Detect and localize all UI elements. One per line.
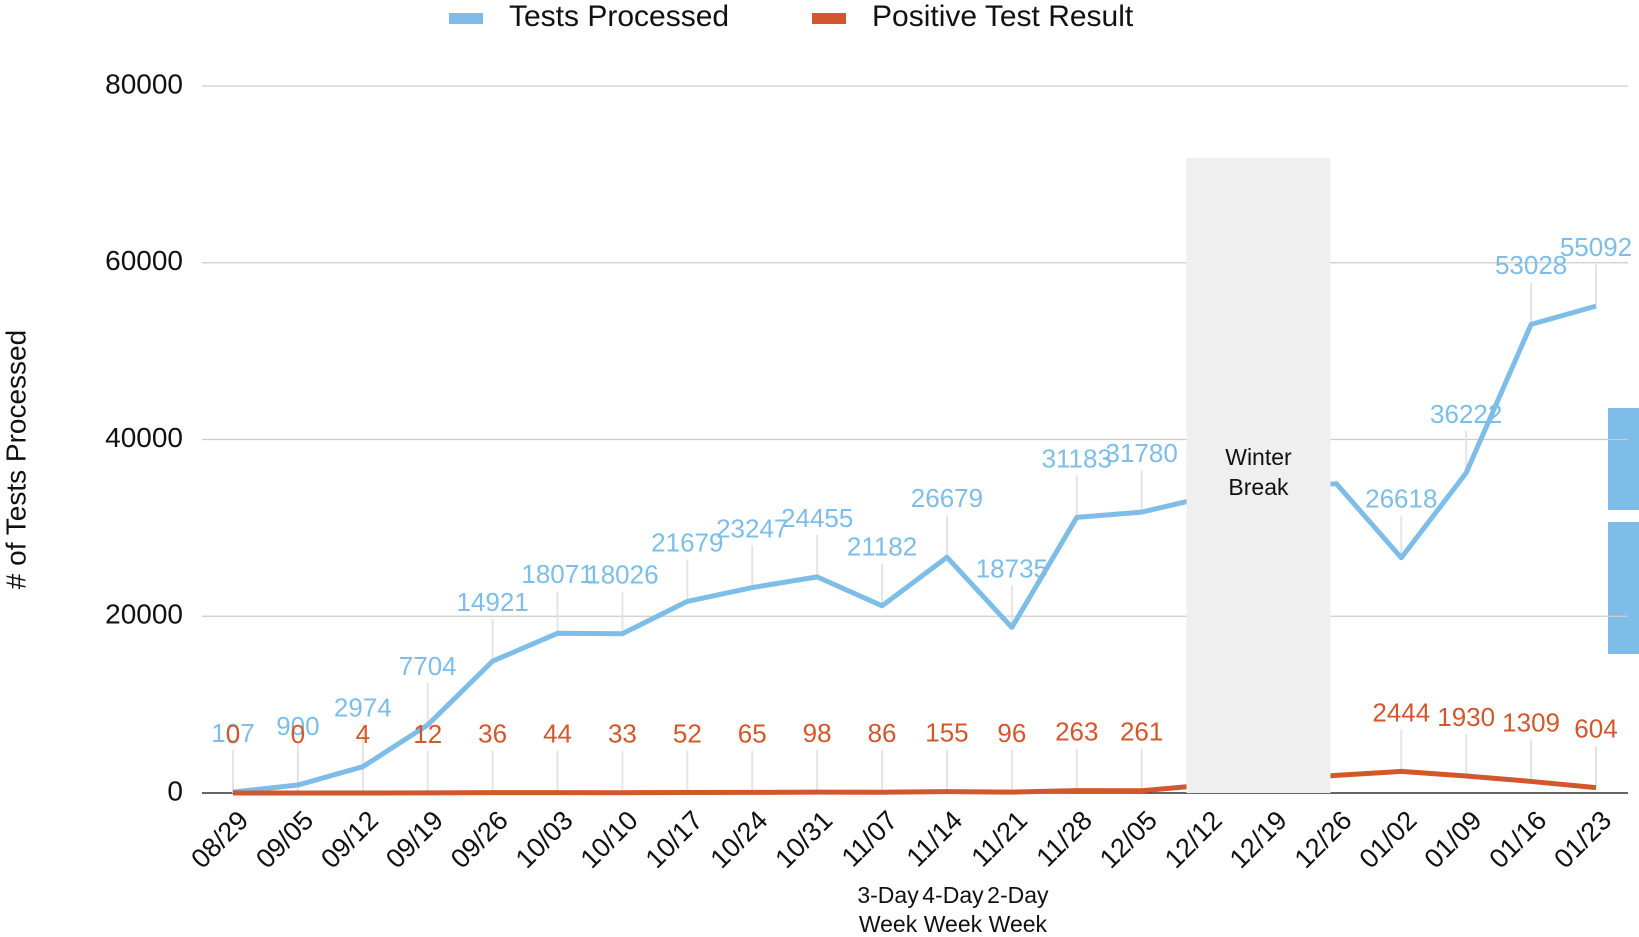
x-tick-label: 11/28 [1030,805,1098,873]
week-note: 3-Day Week [857,882,919,937]
data-label: 53028 [1495,250,1567,280]
x-tick-label: 09/05 [250,805,319,874]
data-label: 31183 [1042,443,1112,473]
data-label: 21182 [847,532,917,562]
x-tick-label: 08/29 [185,805,254,874]
y-tick-label: 40000 [105,422,183,453]
x-tick-label: 09/12 [315,805,384,874]
data-label: 65 [738,718,767,748]
x-tick-label: 12/12 [1159,805,1228,874]
x-tick-label: 01/09 [1418,805,1487,874]
data-label: 263 [1055,717,1098,747]
data-label: 23247 [716,513,788,543]
note-line: 2-Day [987,882,1049,908]
data-label: 604 [1574,714,1617,744]
x-tick-label: 10/31 [769,805,838,874]
data-label: 26618 [1365,484,1437,514]
week-note: 4-Day Week [922,882,984,937]
data-label: 261 [1120,717,1163,747]
data-label: 900 [276,711,319,741]
data-label: 1309 [1502,707,1560,737]
winter-break-box [1186,158,1331,793]
week-note: 2-Day Week [987,882,1049,937]
data-label: 4 [356,719,370,749]
x-tick-label: 01/02 [1354,805,1423,874]
data-label: 12 [413,719,442,749]
note-line: 4-Day [922,882,984,908]
data-label: 36222 [1430,399,1502,429]
data-label: 155 [925,718,968,748]
x-tick-label: 11/21 [966,805,1034,873]
data-label: 33 [608,719,637,749]
data-label: 36 [478,719,507,749]
data-label: 7704 [399,651,457,681]
data-label: 52 [673,718,702,748]
data-label: 2974 [334,693,392,723]
x-tick-label: 12/05 [1094,805,1163,874]
note-line: Week [989,911,1048,937]
data-label: 2444 [1372,697,1430,727]
legend-swatch [812,13,846,24]
data-label: 98 [803,718,832,748]
x-tick-label: 12/26 [1289,805,1358,874]
data-label: 0 [226,719,240,749]
x-tick-label: 10/10 [575,805,644,874]
note-line: Week [924,911,983,937]
data-label: 18071 [521,559,593,589]
note-line: 3-Day [857,882,919,908]
x-tick-label: 10/17 [640,805,709,874]
data-label: 14921 [456,587,528,617]
x-tick-label: 12/19 [1224,805,1293,874]
x-tick-label: 01/16 [1483,805,1552,874]
data-label: 18026 [586,560,658,590]
note-line: Week [859,911,918,937]
annotation: Winter Break [1225,444,1292,500]
data-label: 96 [997,718,1026,748]
x-tick-label: 10/24 [705,805,774,874]
data-label: 31780 [1106,438,1178,468]
y-tick-label: 0 [167,775,183,806]
y-tick-label: 80000 [105,68,183,99]
x-tick-label: 01/23 [1548,805,1617,874]
annotation-line: Winter [1225,444,1292,470]
y-tick-label: 20000 [105,599,183,630]
x-tick-label: 11/14 [901,805,969,873]
data-label: 107 [211,718,254,748]
data-label: 1930 [1437,702,1495,732]
x-tick-label: 10/03 [510,805,579,874]
series-line [232,303,1597,795]
x-tick-label: 11/07 [836,805,904,873]
x-tick-label: 09/26 [445,805,514,874]
data-label: 55092 [1560,232,1632,262]
legend-label: Tests Processed [509,0,729,33]
x-tick-label: 09/19 [380,805,449,874]
data-label: 21679 [651,527,723,557]
legend-label: Positive Test Result [872,0,1134,33]
legend-swatch [449,13,483,24]
data-label: 26679 [911,483,983,513]
y-axis-label: # of Tests Processed [0,330,31,589]
data-label: 86 [868,718,897,748]
side-panel[interactable] [1608,408,1639,510]
data-label: 18735 [976,553,1048,583]
y-tick-label: 60000 [105,245,183,276]
data-label: 44 [543,718,572,748]
side-panel[interactable] [1608,522,1639,654]
annotation-line: Break [1228,474,1289,500]
data-label: 24455 [781,503,853,533]
series-line [233,768,1597,796]
data-label: 0 [291,719,305,749]
